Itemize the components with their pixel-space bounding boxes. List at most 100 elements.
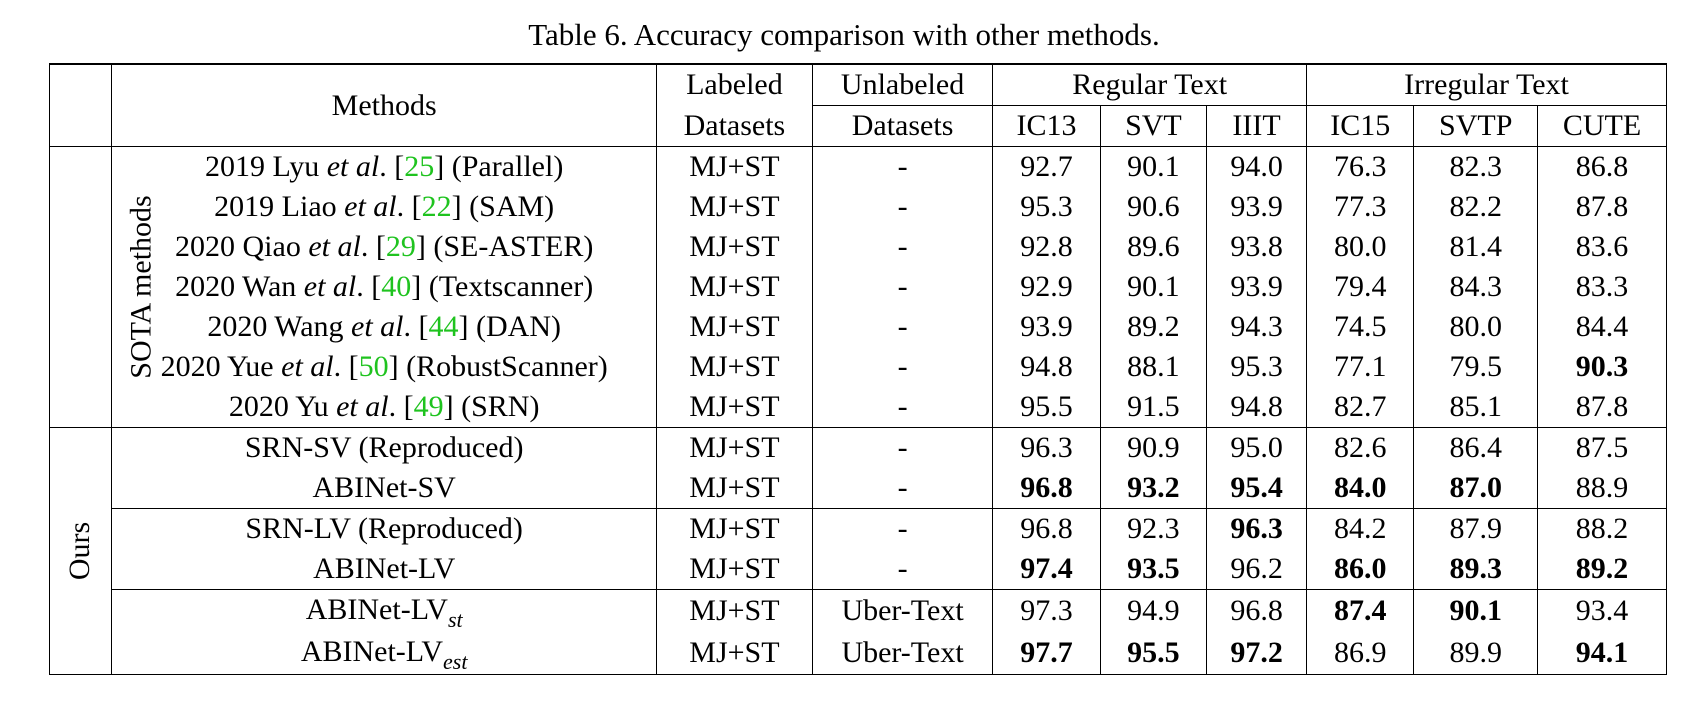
value-bold: 84.0 <box>1333 471 1387 504</box>
method-year: 2019 <box>205 150 273 183</box>
method-tag: (Parallel) <box>451 150 564 183</box>
value-cell: 89.2 <box>1100 307 1208 347</box>
method-year: 2019 <box>214 190 282 223</box>
value-cell: 94.1 <box>1537 632 1667 675</box>
value-cell: 92.9 <box>992 267 1101 307</box>
method-tag: (SE-ASTER) <box>433 230 594 263</box>
value-cell: 93.4 <box>1537 589 1667 632</box>
unlabeled-cell: - <box>812 146 994 187</box>
value-cell: 95.5 <box>1100 632 1208 675</box>
header-row-1: Methods Labeled Unlabeled Regular Text I… <box>48 63 1667 147</box>
method-author: Yu <box>295 390 337 423</box>
method-cell: 2020 Yue et al. [50] (RobustScanner) <box>111 347 658 387</box>
method-ref: 25 <box>404 150 435 183</box>
value-bold: 97.2 <box>1230 636 1283 669</box>
labeled-cell: MJ+ST <box>656 589 813 632</box>
method-name: ABINet-LV <box>300 635 444 668</box>
value-cell: 93.9 <box>1206 187 1308 227</box>
method-author: Qiao <box>242 230 309 263</box>
method-dot: . [ <box>379 150 405 183</box>
value-cell: 97.2 <box>1206 632 1308 675</box>
method-author: Wang <box>274 310 352 343</box>
value-cell: 89.9 <box>1413 632 1538 675</box>
method-close: ] <box>411 270 429 303</box>
value-cell: 90.9 <box>1100 427 1208 468</box>
method-subscript: est <box>443 649 468 674</box>
value-cell: 79.4 <box>1306 267 1415 307</box>
table-row: 2020 Yu et al. [49] (SRN) MJ+ST -95.5 91.5 9… <box>50 387 1667 428</box>
method-cell: ABINet-SV <box>111 468 658 509</box>
value-cell: 97.4 <box>992 549 1101 590</box>
method-etal: et al <box>326 150 380 183</box>
value-cell: 97.7 <box>992 632 1101 675</box>
value-cell: 76.3 <box>1306 146 1415 187</box>
method-cell: ABINet-LVest <box>111 632 658 675</box>
method-name: ABINet-LV <box>305 593 448 626</box>
value-bold: 96.8 <box>1020 471 1073 504</box>
group-label-text: SOTA methods <box>124 195 158 379</box>
method-ref: 29 <box>385 230 416 263</box>
group-header-cell <box>48 63 113 147</box>
labeled-header-2: Datasets <box>656 105 813 147</box>
method-etal: et al <box>303 270 357 303</box>
method-year: 2020 <box>160 350 227 383</box>
value-cell: 81.4 <box>1413 227 1538 267</box>
method-close: ] <box>415 230 434 263</box>
value-cell: 96.2 <box>1206 549 1308 590</box>
method-name: SRN-LV (Reproduced) <box>245 512 523 545</box>
value-cell: 92.3 <box>1100 508 1208 549</box>
method-tag: (DAN) <box>476 310 562 343</box>
value-cell: 94.8 <box>1206 387 1308 428</box>
unlabeled-cell: Uber-Text <box>812 632 994 675</box>
value-cell: 88.2 <box>1537 508 1667 549</box>
value-cell: 82.6 <box>1306 427 1415 468</box>
method-name: SRN-SV (Reproduced) <box>244 431 524 464</box>
value-cell: 93.9 <box>1206 267 1308 307</box>
table-row: ABINet-LVest MJ+ST Uber-Text 97.7 95.5 97.2 86… <box>50 632 1667 675</box>
group-label-sota: SOTA methods <box>48 146 158 428</box>
method-etal: et al <box>351 310 404 343</box>
method-author: Yue <box>226 350 282 383</box>
value-cell: 89.6 <box>1100 227 1208 267</box>
group-label-text: Ours <box>63 521 97 581</box>
value-cell: 77.3 <box>1306 187 1415 227</box>
methods-header: Methods <box>111 63 658 147</box>
value-cell: 96.8 <box>992 468 1101 509</box>
labeled-cell: MJ+ST <box>656 227 813 267</box>
value-cell: 91.5 <box>1100 387 1208 428</box>
header-row-2: Datasets Datasets IC13 SVT IIIT IC15 SVT… <box>50 105 1667 147</box>
method-close: ] <box>388 350 407 383</box>
value-cell: 90.6 <box>1100 187 1208 227</box>
value-cell: 80.0 <box>1306 227 1415 267</box>
value-cell: 86.0 <box>1306 549 1415 590</box>
accuracy-table: Methods Labeled Unlabeled Regular Text I… <box>48 63 1667 675</box>
value-cell: 92.8 <box>992 227 1101 267</box>
method-cell: 2020 Qiao et al. [29] (SE-ASTER) <box>111 227 658 267</box>
method-year: 2020 <box>228 390 296 423</box>
unlabeled-cell: Uber-Text <box>812 589 994 632</box>
value-cell: 94.9 <box>1100 589 1208 632</box>
value-cell: 90.3 <box>1537 347 1667 387</box>
value-bold: 95.5 <box>1127 636 1180 669</box>
method-dot: . [ <box>388 390 414 423</box>
method-close: ] <box>458 310 477 343</box>
value-cell: 96.3 <box>992 427 1101 468</box>
table-row: ABINet-LVst MJ+ST Uber-Text 97.3 94.9 96.8 87.… <box>50 589 1667 632</box>
labeled-cell: MJ+ST <box>656 347 813 387</box>
value-bold: 94.1 <box>1575 636 1629 669</box>
method-name: ABINet-LV <box>313 552 456 585</box>
value-cell: 77.1 <box>1306 347 1415 387</box>
value-bold: 96.3 <box>1230 512 1283 545</box>
method-dot: . [ <box>360 230 386 263</box>
irregular-text-header: Irregular Text <box>1306 63 1667 106</box>
value-bold: 93.5 <box>1127 552 1180 585</box>
method-ref: 22 <box>421 190 452 223</box>
unlabeled-header-2: Datasets <box>812 105 994 147</box>
labeled-cell: MJ+ST <box>656 427 813 468</box>
value-cell: 87.4 <box>1306 589 1415 632</box>
value-bold: 93.2 <box>1127 471 1180 504</box>
regular-text-header: Regular Text <box>992 63 1308 106</box>
method-tag: (Textscanner) <box>428 270 594 303</box>
method-cell: ABINet-LVst <box>111 589 658 632</box>
value-bold: 86.0 <box>1333 552 1387 585</box>
